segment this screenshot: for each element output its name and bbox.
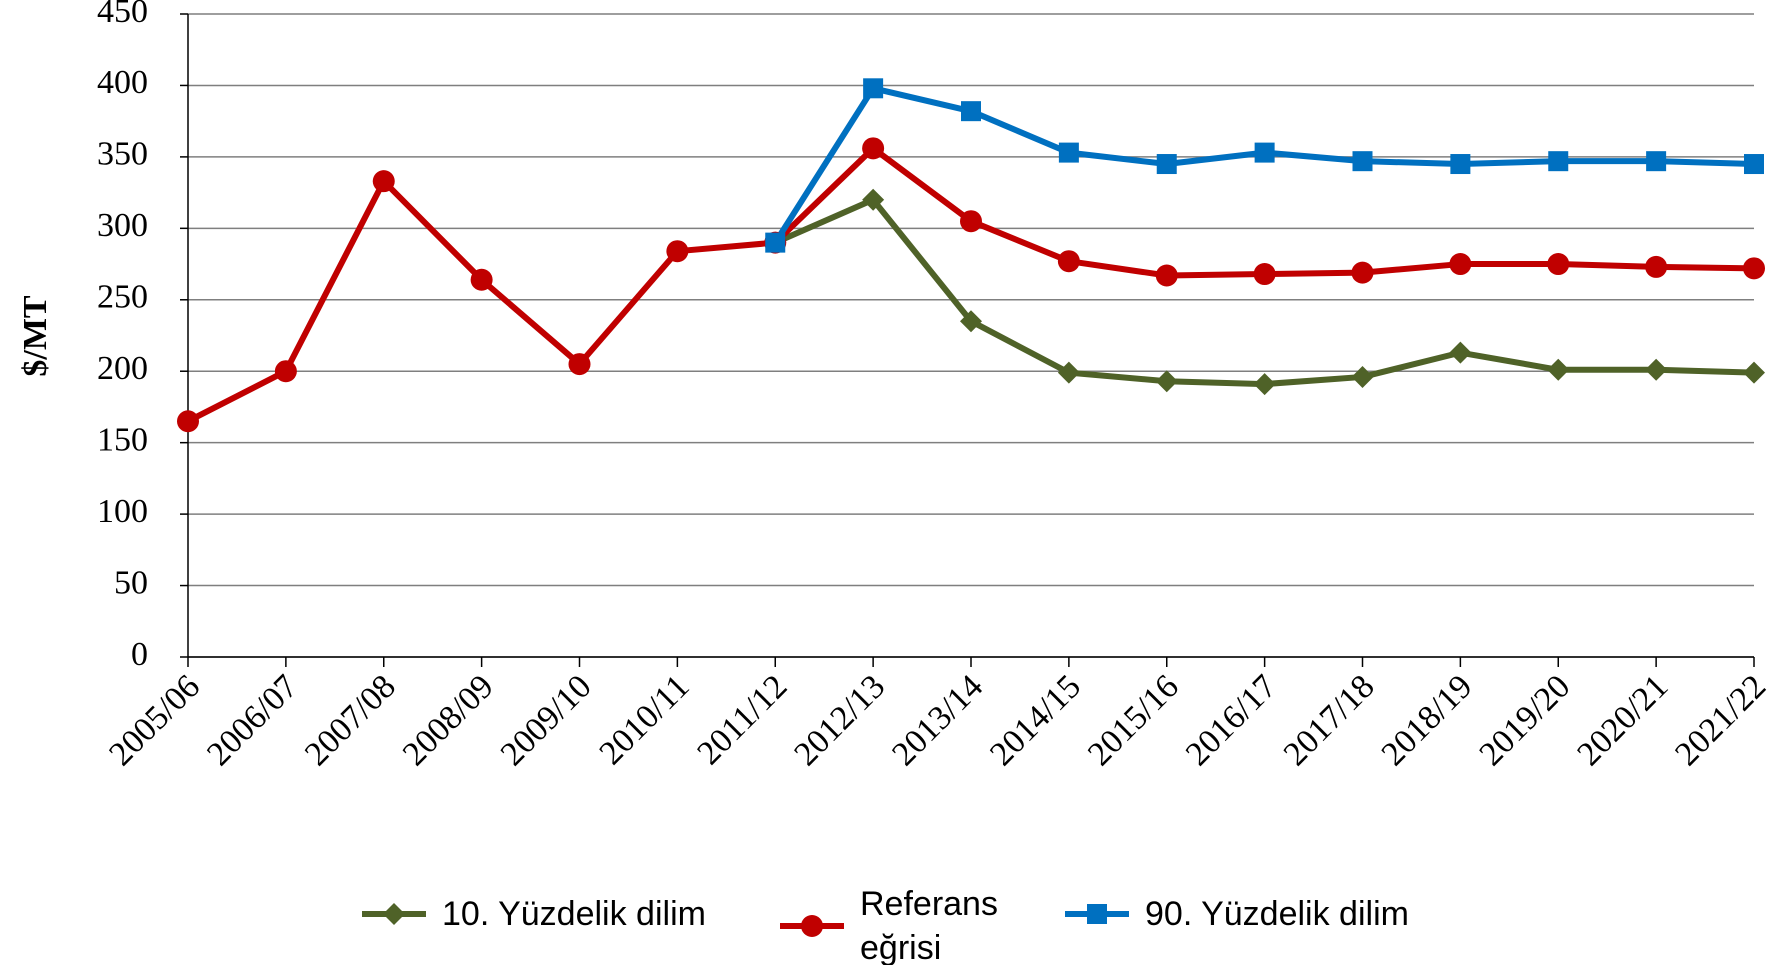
x-tick-label: 2016/17 bbox=[1179, 668, 1284, 773]
marker bbox=[177, 410, 199, 433]
y-axis-label: $/MT bbox=[17, 295, 54, 377]
y-tick-label: 0 bbox=[131, 636, 148, 673]
marker bbox=[568, 353, 591, 376]
marker bbox=[765, 232, 786, 253]
marker bbox=[1743, 361, 1765, 384]
marker bbox=[274, 360, 297, 383]
y-tick-label: 450 bbox=[97, 0, 148, 30]
y-tick-label: 400 bbox=[97, 64, 148, 101]
marker bbox=[1645, 358, 1668, 381]
x-tick-label: 2005/06 bbox=[102, 668, 207, 773]
y-tick-label: 100 bbox=[97, 493, 148, 530]
marker bbox=[470, 268, 493, 291]
marker bbox=[1253, 263, 1276, 286]
legend-swatch bbox=[1065, 904, 1129, 924]
marker bbox=[960, 310, 982, 333]
legend-swatch bbox=[362, 903, 426, 925]
y-tick-label: 150 bbox=[97, 421, 148, 458]
legend-label: Referans eğrisi bbox=[860, 885, 998, 965]
x-tick-label: 2012/13 bbox=[787, 668, 892, 773]
marker bbox=[1058, 142, 1079, 163]
x-tick-label: 2019/20 bbox=[1472, 668, 1577, 773]
marker bbox=[1547, 253, 1570, 276]
x-tick-label: 2015/16 bbox=[1081, 668, 1186, 773]
marker bbox=[383, 903, 405, 925]
x-tick-label: 2020/21 bbox=[1570, 668, 1675, 773]
marker bbox=[1254, 142, 1275, 163]
marker bbox=[1646, 151, 1667, 172]
marker bbox=[801, 915, 823, 937]
marker bbox=[1645, 255, 1668, 278]
marker bbox=[961, 101, 981, 122]
marker bbox=[1351, 261, 1374, 284]
marker bbox=[1450, 154, 1471, 175]
y-tick-label: 50 bbox=[114, 564, 148, 601]
x-tick-label: 2014/15 bbox=[983, 668, 1088, 773]
series-line bbox=[774, 196, 1755, 388]
marker bbox=[1057, 250, 1080, 273]
marker bbox=[1351, 365, 1374, 388]
marker bbox=[863, 78, 884, 99]
marker bbox=[372, 170, 395, 193]
legend-item: Referans eğrisi bbox=[778, 882, 1018, 965]
series-line bbox=[186, 145, 1755, 424]
marker bbox=[960, 210, 982, 233]
x-tick-label: 2008/09 bbox=[396, 668, 501, 773]
marker bbox=[1449, 253, 1472, 276]
marker bbox=[1155, 370, 1178, 393]
legend-label: 90. Yüzdelik dilim bbox=[1145, 895, 1409, 933]
marker bbox=[1253, 373, 1276, 396]
marker bbox=[862, 137, 885, 160]
marker bbox=[666, 240, 689, 263]
y-tick-label: 250 bbox=[97, 279, 148, 316]
x-tick-label: 2010/11 bbox=[592, 668, 696, 772]
x-tick-label: 2011/12 bbox=[690, 668, 794, 772]
x-tick-label: 2007/08 bbox=[298, 668, 403, 773]
x-tick-label: 2009/10 bbox=[494, 668, 599, 773]
y-tick-label: 300 bbox=[97, 207, 148, 244]
legend-item: 90. Yüzdelik dilim bbox=[1063, 892, 1463, 936]
marker bbox=[1743, 257, 1765, 280]
x-tick-label: 2018/19 bbox=[1375, 668, 1480, 773]
x-tick-label: 2021/22 bbox=[1668, 668, 1773, 773]
marker bbox=[1156, 154, 1177, 175]
series-line bbox=[772, 85, 1755, 245]
x-tick-label: 2013/14 bbox=[885, 668, 990, 773]
marker bbox=[1087, 904, 1107, 924]
marker bbox=[1057, 361, 1080, 384]
marker bbox=[1548, 151, 1569, 172]
legend-item: 10. Yüzdelik dilim bbox=[360, 892, 760, 936]
x-tick-label: 2006/07 bbox=[200, 668, 305, 773]
marker bbox=[1449, 341, 1472, 364]
legend-swatch bbox=[780, 915, 844, 937]
marker bbox=[862, 188, 885, 211]
marker bbox=[1547, 358, 1570, 381]
y-tick-label: 200 bbox=[97, 350, 148, 387]
marker bbox=[1352, 151, 1373, 172]
marker bbox=[1744, 154, 1764, 175]
legend-label: 10. Yüzdelik dilim bbox=[442, 895, 706, 933]
x-tick-label: 2017/18 bbox=[1277, 668, 1382, 773]
y-tick-label: 350 bbox=[97, 136, 148, 173]
marker bbox=[1155, 264, 1178, 287]
